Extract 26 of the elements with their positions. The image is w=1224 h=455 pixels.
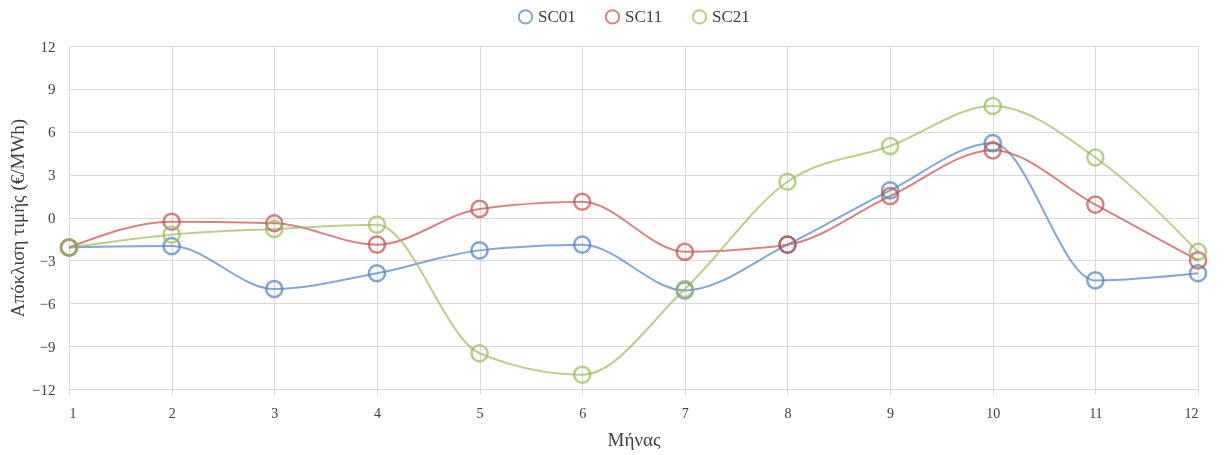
x-tick-label: 4 <box>373 405 381 421</box>
y-axis-title: Απόκλιση τιμής (€/MWh) <box>7 118 30 318</box>
legend-label: SC21 <box>712 6 750 26</box>
legend-label: SC11 <box>625 6 663 26</box>
y-tick-label: 0 <box>48 210 56 226</box>
y-tick-label: −3 <box>39 252 56 269</box>
x-tick-label: 11 <box>1089 405 1103 421</box>
legend-label: SC01 <box>538 6 576 26</box>
x-axis-title: Μήνας <box>607 428 661 450</box>
y-tick-label: 6 <box>48 124 56 141</box>
y-tick-label: −9 <box>39 338 56 355</box>
x-tick-label: 8 <box>784 405 792 421</box>
y-tick-label: 3 <box>48 167 56 184</box>
x-tick-label: 6 <box>579 405 587 421</box>
y-tick-label: −12 <box>32 381 56 398</box>
x-tick-label: 12 <box>1184 405 1199 421</box>
x-tick-label: 5 <box>476 405 484 421</box>
y-tick-label: 9 <box>48 81 56 98</box>
y-tick-label: 12 <box>40 38 56 55</box>
y-tick-label: −6 <box>39 295 56 312</box>
x-tick-label: 7 <box>681 405 689 421</box>
x-tick-label: 3 <box>271 405 279 421</box>
x-tick-label: 9 <box>887 405 895 421</box>
x-tick-label: 10 <box>986 405 1001 421</box>
x-tick-label: 1 <box>69 405 77 421</box>
x-tick-label: 2 <box>168 405 176 421</box>
